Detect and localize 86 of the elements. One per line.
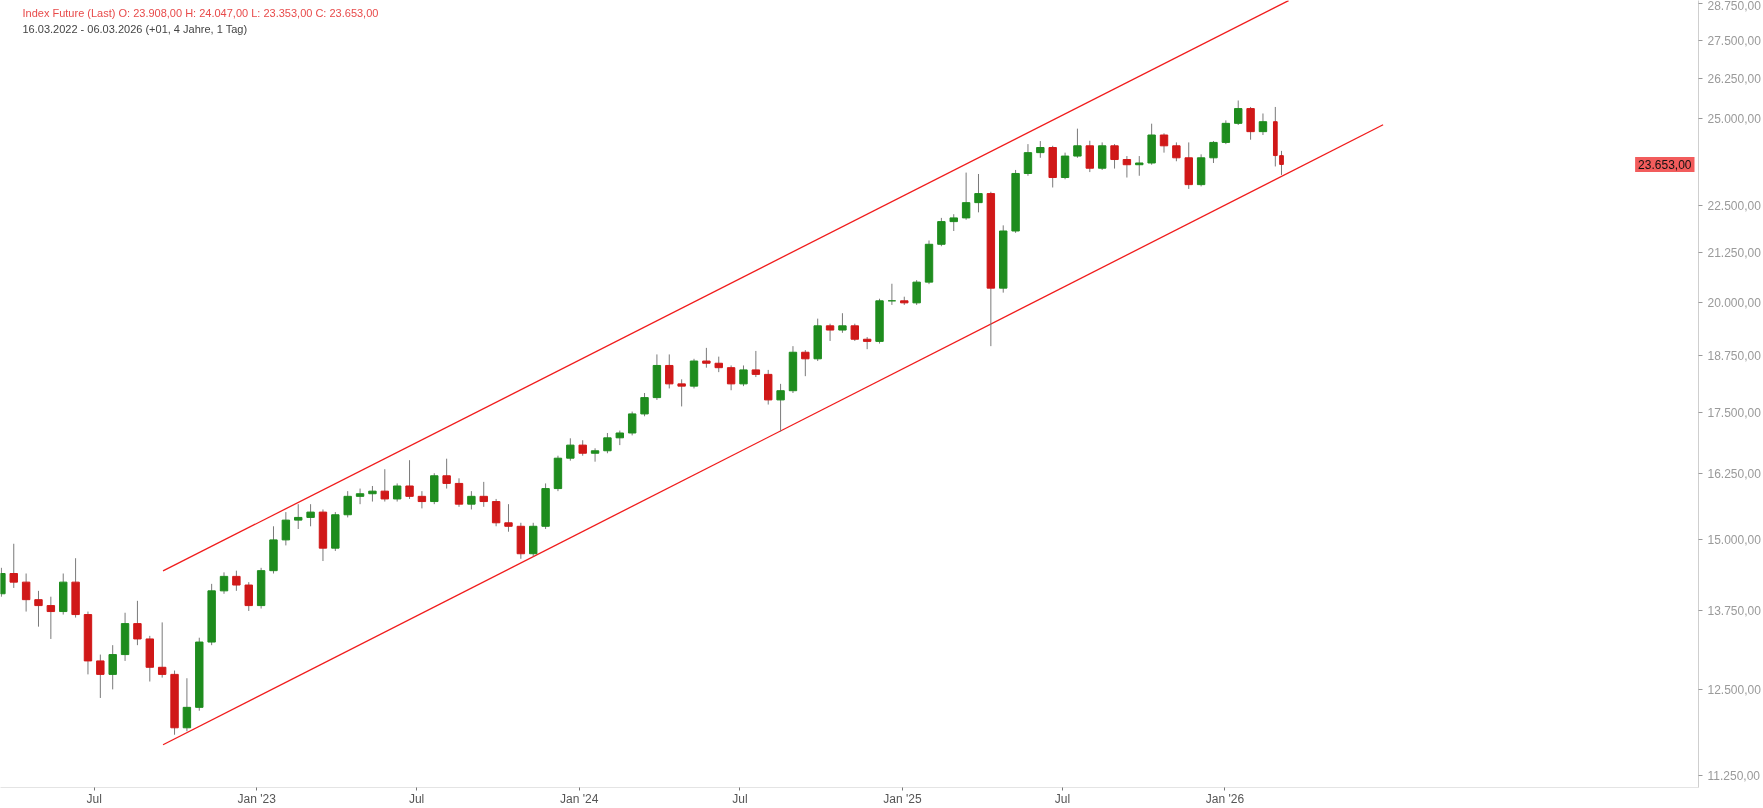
candlestick xyxy=(96,654,105,699)
y-tick-label: 26.250,00 xyxy=(1707,72,1762,87)
candlestick xyxy=(157,621,167,679)
candlestick xyxy=(961,172,971,221)
candlestick xyxy=(1122,155,1132,179)
candlestick xyxy=(1246,106,1255,141)
candlestick xyxy=(232,570,241,592)
candlestick xyxy=(677,378,686,407)
candlestick xyxy=(1097,141,1107,171)
candlestick xyxy=(405,459,414,500)
candlestick xyxy=(726,364,736,391)
candlestick xyxy=(294,503,303,530)
candlestick xyxy=(417,490,427,509)
y-tick-label: 28.750,00 xyxy=(1707,0,1762,13)
x-tick-label: Jul xyxy=(408,791,425,806)
candlestick xyxy=(479,481,488,508)
y-tick-label: 27.500,00 xyxy=(1707,33,1762,48)
candlestick xyxy=(467,490,476,510)
candlestick xyxy=(491,498,501,527)
candlestick xyxy=(244,581,253,612)
candlestick xyxy=(219,571,229,595)
candlestick xyxy=(9,543,18,589)
candlestick xyxy=(1023,143,1033,177)
candlestick xyxy=(640,392,649,417)
y-tick-label: 15.000,00 xyxy=(1707,532,1762,547)
y-tick-label: 20.000,00 xyxy=(1707,295,1762,310)
candlestick xyxy=(566,437,575,462)
candlestick xyxy=(392,482,402,503)
candlestick xyxy=(1172,141,1181,162)
candlestick xyxy=(838,312,847,334)
y-tick-label: 13.750,00 xyxy=(1707,604,1762,619)
candlestick xyxy=(1159,132,1169,154)
candlestick xyxy=(603,432,612,454)
candlestick xyxy=(281,511,291,546)
y-tick-label: 18.750,00 xyxy=(1707,349,1762,364)
candlestick xyxy=(702,347,711,369)
candlestick xyxy=(739,364,748,387)
candlestick xyxy=(627,411,637,436)
x-tick-label: Jan '25 xyxy=(883,791,922,806)
candlestick xyxy=(442,458,451,490)
candlestick xyxy=(1073,128,1082,159)
y-tick-label: 25.000,00 xyxy=(1707,112,1762,127)
candlestick xyxy=(974,173,983,213)
text: 16.03.2022 - 06.03.2026 (+01, 4 Jahre, 1 Tag) xyxy=(22,22,248,35)
candlestick xyxy=(46,596,56,640)
y-tick-label: 12.500,00 xyxy=(1707,682,1762,697)
candlestick xyxy=(182,677,192,732)
candlestick xyxy=(380,468,390,503)
candlestick xyxy=(1110,143,1119,170)
candlestick xyxy=(1209,140,1218,164)
candlestick xyxy=(1135,155,1144,177)
x-tick-label: Jul xyxy=(1054,791,1071,806)
candlestick xyxy=(504,503,513,533)
y-tick-label: 16.250,00 xyxy=(1707,466,1762,481)
x-tick-label: Jul xyxy=(732,791,748,806)
x-tick-label: Jan '26 xyxy=(1205,791,1245,806)
candlestick xyxy=(1234,100,1243,126)
candlestick xyxy=(590,447,600,463)
candlestick xyxy=(306,503,315,527)
candlestick xyxy=(1060,152,1070,180)
x-tick-label: Jan '23 xyxy=(237,791,277,806)
candlestick xyxy=(343,490,352,518)
candlestick xyxy=(751,350,761,378)
candlestick xyxy=(937,217,946,247)
candlestick xyxy=(912,279,921,306)
y-tick-label: 21.250,00 xyxy=(1707,246,1762,261)
candlestick xyxy=(665,353,674,389)
x-tick-label: Jul xyxy=(86,791,102,806)
candlestick xyxy=(34,590,43,628)
y-tick-label: 11.250,00 xyxy=(1707,769,1761,784)
candlestick xyxy=(454,477,464,508)
text: Index Future (Last) O: 23.908,00 H: 24.047,00 L: 23.353,00 C: 23.653,00 xyxy=(22,6,379,19)
candlestick xyxy=(776,383,785,433)
candlestick xyxy=(1085,140,1095,173)
candlestick xyxy=(801,349,810,377)
candlestick xyxy=(825,323,835,342)
candlestick xyxy=(1258,112,1268,136)
candlestick xyxy=(1221,119,1231,145)
candlestick xyxy=(355,488,365,505)
y-tick-label: 17.500,00 xyxy=(1707,405,1762,420)
annotation: 23.653,00 xyxy=(1638,157,1692,172)
x-tick-label: Jan '24 xyxy=(560,791,599,806)
candlestick xyxy=(21,573,31,613)
candlestick xyxy=(108,644,117,690)
y-tick-label: 22.500,00 xyxy=(1707,199,1762,214)
candlestick xyxy=(133,600,142,646)
